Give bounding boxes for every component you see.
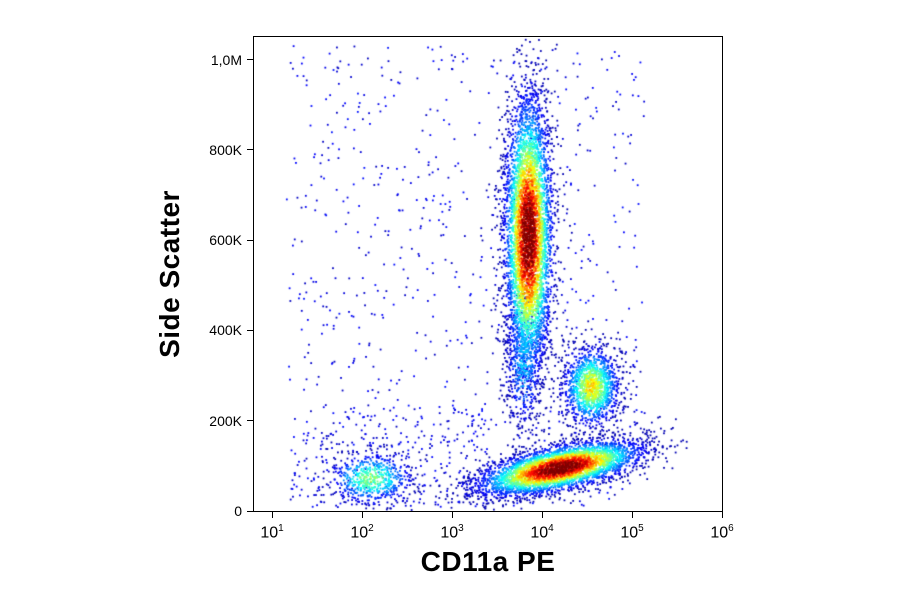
x-tick — [631, 511, 633, 518]
y-tick — [247, 329, 254, 331]
x-tick-label: 101 — [260, 523, 284, 542]
x-tick — [451, 511, 453, 518]
x-tick-label: 103 — [440, 523, 464, 542]
y-tick — [247, 239, 254, 241]
x-tick — [541, 511, 543, 518]
x-tick — [271, 511, 273, 518]
x-tick-label: 104 — [530, 523, 554, 542]
y-tick — [247, 420, 254, 422]
x-tick-label: 105 — [620, 523, 644, 542]
y-tick-label: 0 — [234, 503, 242, 519]
x-tick-label: 106 — [710, 523, 734, 542]
y-tick — [247, 149, 254, 151]
y-axis-title: Side Scatter — [154, 190, 185, 358]
y-tick — [247, 510, 254, 512]
x-tick — [361, 511, 363, 518]
y-tick-label: 600K — [209, 232, 242, 249]
scatter-canvas — [254, 37, 722, 511]
x-tick-label: 102 — [350, 523, 374, 542]
plot-area: 0 200K 400K 600K 800K 1,0M 101 102 103 104 105 106 — [209, 36, 734, 541]
y-tick-label: 200K — [209, 412, 242, 429]
x-tick — [721, 511, 723, 518]
y-tick-label: 400K — [209, 322, 242, 339]
y-tick-label: 800K — [209, 141, 242, 158]
y-tick-label: 1,0M — [210, 51, 242, 68]
x-axis-title: CD11a PE — [420, 546, 556, 577]
y-tick — [247, 59, 254, 61]
